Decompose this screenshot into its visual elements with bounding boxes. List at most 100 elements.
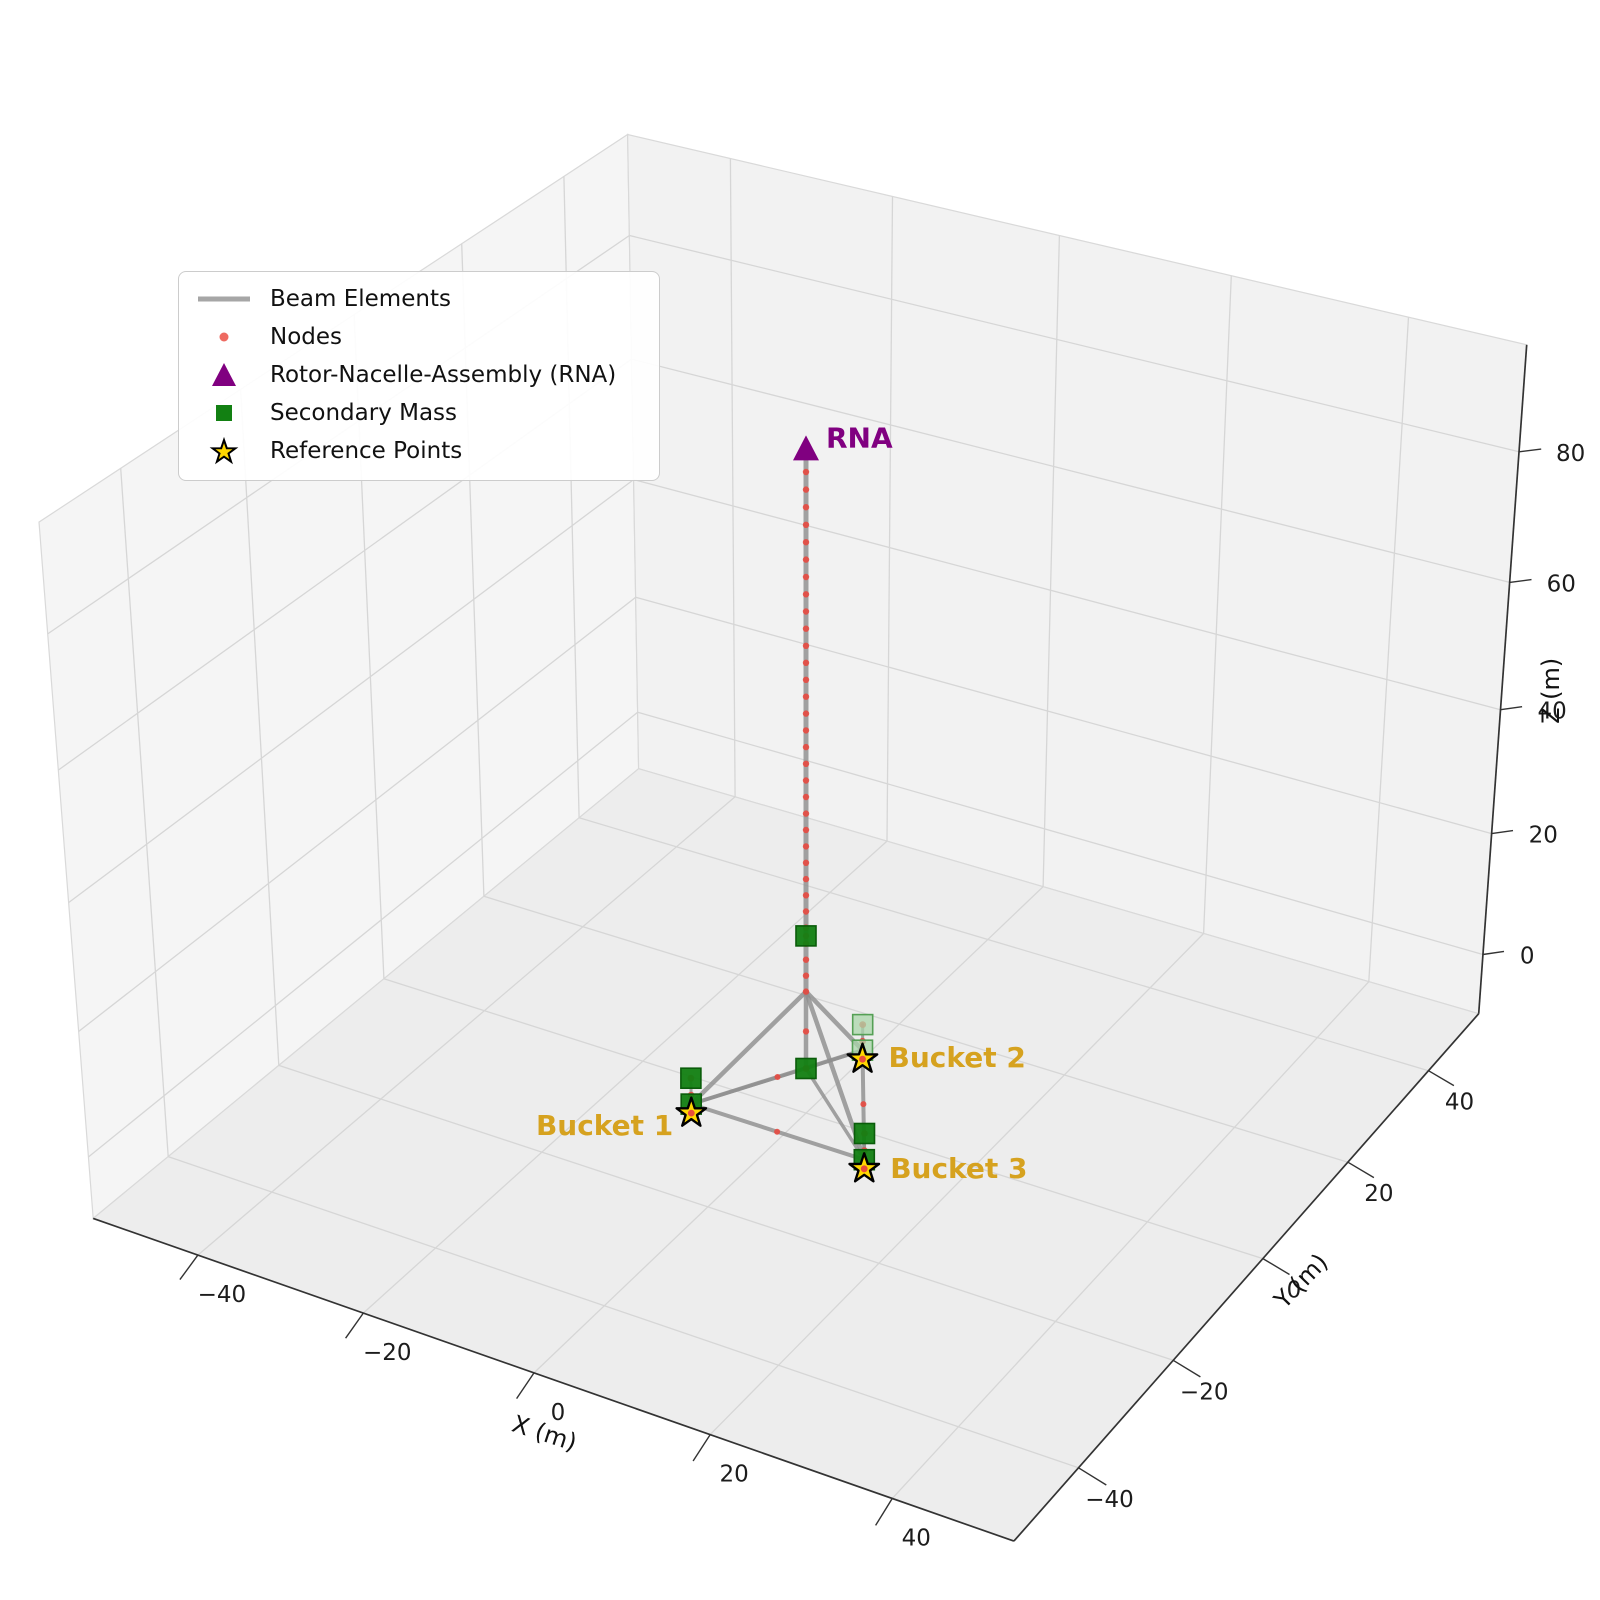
x-tick-label: 40 [902,1525,931,1551]
tower-node [802,642,810,649]
x-tick-label: 0 [551,1400,566,1426]
legend-item-reference-points: Reference Points [191,432,649,470]
column-node [802,1028,810,1035]
axis-ticks [179,448,1542,1526]
grid-line [709,933,1205,1436]
tower-node [802,875,810,883]
tower-node [802,843,810,850]
tower-node [802,760,810,767]
legend-item-rna: Rotor-Nacelle-Assembly (RNA) [191,356,649,394]
legend-item-beam-elements: Beam Elements [191,280,649,318]
tower-node [802,608,810,615]
tower-node [802,468,810,476]
grid-line [383,978,1264,1260]
legend-item-nodes: Nodes [191,318,649,356]
brace-mid-node [860,1101,867,1108]
legend-label: Secondary Mass [270,400,458,426]
bucket2-label: Bucket 2 [889,1041,1026,1074]
axis-edge [92,1217,1015,1542]
brace-mid-node [774,1074,781,1080]
grid-line [120,468,169,1157]
tick-mark [1172,1359,1201,1378]
tower-node [802,988,810,995]
tick-mark [875,1498,893,1526]
tick-mark [1482,950,1505,956]
x-axis-label: X (m) [509,1410,581,1457]
legend-label: Rotor-Nacelle-Assembly (RNA) [270,362,617,388]
tower-node [802,859,810,866]
grid-line [87,711,639,1158]
brace-mid-node [774,1128,781,1135]
tick-mark [692,1434,711,1462]
beam-radial [804,1066,867,1162]
secondary-mass-marker [795,1057,817,1080]
y-tick-label: 0 [1287,1278,1302,1304]
tower-node [802,504,810,511]
secondary-mass-marker [851,1013,874,1036]
grid-line [578,817,1429,1072]
grid-line [635,596,1492,835]
secondary-mass-marker [853,1122,876,1145]
grid-line [197,796,736,1256]
tick-mark [1428,1070,1455,1087]
tower-node [802,486,810,493]
y-axis-label: Y (m) [1268,1248,1334,1314]
legend-box: Beam Elements Nodes Rotor-Nacelle-Assemb… [178,271,660,481]
y-tick-label: −20 [1180,1379,1229,1405]
grid-line [167,1155,1079,1469]
beam-radial [689,1066,808,1106]
tower-node [802,743,810,751]
rna-triangle [793,435,819,461]
z-tick-label: 60 [1547,571,1576,597]
grid-line [891,981,1370,1499]
legend-label: Nodes [270,324,343,350]
bucket3-label: Bucket 3 [890,1152,1027,1185]
annotations: RNA Bucket 1 Bucket 2 Bucket 3 [536,421,1028,1184]
tick-mark [1509,578,1532,584]
tower-node [802,625,810,632]
grid-line [633,478,1501,711]
tick-mark [516,1372,535,1399]
grid-line [533,886,1044,1374]
tower-node [802,591,810,598]
tower-node [802,793,810,801]
reference-star-icon [191,436,257,466]
secondary-square-icon [191,398,257,428]
tower-node [802,777,810,784]
grid-line [278,1064,1174,1361]
grid-line [629,234,1520,453]
tower-node [802,892,810,899]
x-tick-label: −40 [198,1282,247,1308]
tick-mark [179,1254,199,1281]
tower-node [802,727,810,734]
beam-line-icon [191,284,257,314]
tick-mark [345,1312,364,1339]
tower-node [802,908,810,915]
tower-node [802,972,810,979]
tower-node [802,573,810,581]
grid-line [1368,317,1410,982]
beam-leg [688,989,809,1107]
z-tick-label: 20 [1529,823,1558,849]
tower-node [802,710,810,717]
tick-mark [1347,1161,1375,1179]
x-tick-label: −20 [363,1340,412,1366]
rna-label: RNA [826,421,893,454]
legend-item-secondary-mass: Secondary Mass [191,394,649,432]
bucket-ref-node [859,1055,866,1063]
tower-node [802,556,810,563]
z-axis-label: Z (m) [1537,658,1565,724]
secondary-mass-marker [680,1067,702,1089]
tick-labels: −40 −20 0 20 40 −40 −20 0 20 40 0 20 40 60 80 [198,441,1586,1552]
z-tick-label: 0 [1520,944,1535,970]
rna-marker [793,435,819,461]
y-tick-label: 20 [1364,1181,1393,1207]
reference-points [675,1042,881,1183]
bucket-ref-node [860,1165,868,1173]
grid-line [729,158,736,797]
grid-line [886,196,894,842]
tower-node [802,676,810,683]
grid-line [637,711,1484,956]
tick-mark [1518,448,1542,453]
